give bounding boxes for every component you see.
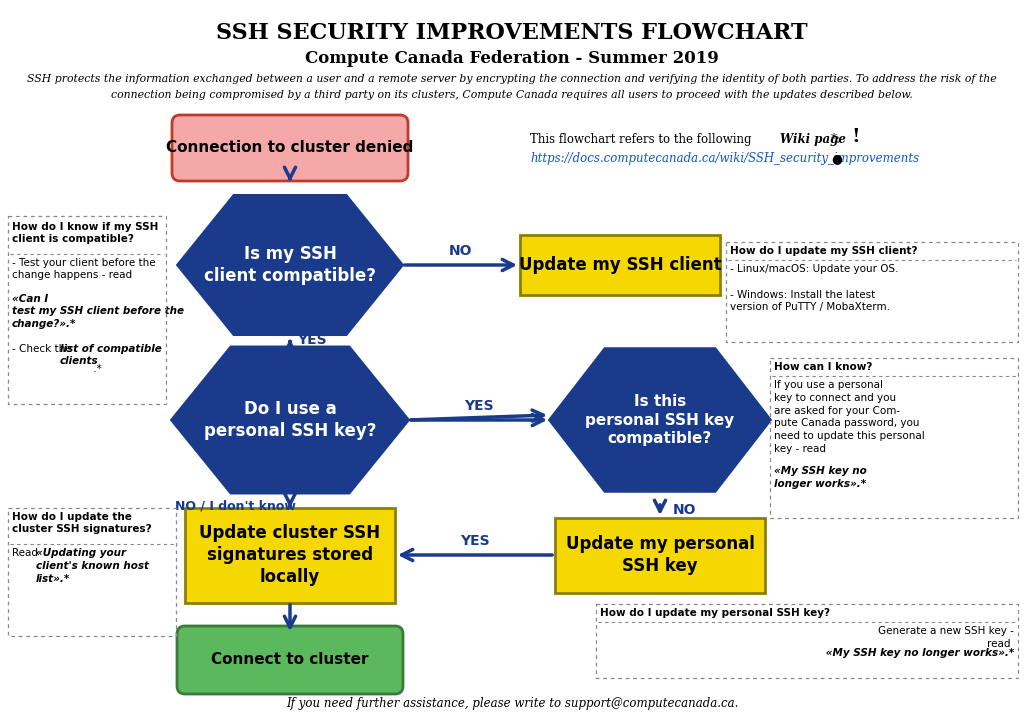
- Text: - Check the: - Check the: [12, 344, 75, 354]
- Text: YES: YES: [460, 534, 489, 548]
- Text: SSH SECURITY IMPROVEMENTS FLOWCHART: SSH SECURITY IMPROVEMENTS FLOWCHART: [216, 22, 808, 44]
- Bar: [8, 216, 166, 404]
- Text: «Can I
test my SSH client before the
change?».*: «Can I test my SSH client before the cha…: [12, 294, 184, 329]
- Text: How do I update my SSH client?: How do I update my SSH client?: [730, 246, 918, 256]
- Text: NO / I don't know: NO / I don't know: [174, 500, 296, 513]
- Bar: [770, 358, 1018, 518]
- Text: YES: YES: [297, 334, 327, 348]
- Text: Update my SSH client: Update my SSH client: [519, 256, 721, 274]
- Text: .*: .*: [12, 364, 101, 374]
- Polygon shape: [550, 349, 770, 491]
- Text: «Updating your
client's known host
list».*: «Updating your client's known host list»…: [36, 548, 150, 584]
- Text: Is my SSH
client compatible?: Is my SSH client compatible?: [204, 245, 376, 285]
- Text: SSH protects the information exchanged between a user and a remote server by enc: SSH protects the information exchanged b…: [28, 74, 996, 84]
- Text: Connect to cluster: Connect to cluster: [211, 652, 369, 668]
- Text: Read: Read: [12, 548, 41, 558]
- Text: How do I update my personal SSH key?: How do I update my personal SSH key?: [600, 608, 830, 618]
- Text: Connection to cluster denied: Connection to cluster denied: [166, 140, 414, 156]
- Bar: [596, 604, 1018, 678]
- Bar: [8, 508, 176, 636]
- Text: Compute Canada Federation - Summer 2019: Compute Canada Federation - Summer 2019: [305, 50, 719, 67]
- Text: Do I use a
personal SSH key?: Do I use a personal SSH key?: [204, 400, 376, 440]
- Text: https://docs.computecanada.ca/wiki/SSH_security_improvements: https://docs.computecanada.ca/wiki/SSH_s…: [530, 152, 920, 165]
- Bar: [726, 242, 1018, 342]
- Text: YES: YES: [464, 399, 494, 413]
- Polygon shape: [178, 195, 402, 334]
- Text: NO: NO: [450, 244, 473, 258]
- Text: Update my personal
SSH key: Update my personal SSH key: [565, 535, 755, 575]
- Text: - Linux/macOS: Update your OS.

- Windows: Install the latest
version of PuTTY /: - Linux/macOS: Update your OS. - Windows…: [730, 264, 898, 312]
- Text: «My SSH key no
longer works».*: «My SSH key no longer works».*: [774, 466, 866, 489]
- Text: This flowchart refers to the following: This flowchart refers to the following: [530, 133, 756, 146]
- Text: !: !: [852, 128, 860, 146]
- Text: «My SSH key no longer works».*: «My SSH key no longer works».*: [804, 648, 1014, 658]
- Text: If you use a personal
key to connect and you
are asked for your Com-
pute Canada: If you use a personal key to connect and…: [774, 380, 925, 454]
- FancyBboxPatch shape: [172, 115, 408, 181]
- Bar: [185, 508, 395, 602]
- Bar: [520, 235, 720, 295]
- Text: list of compatible
clients: list of compatible clients: [60, 344, 162, 366]
- Polygon shape: [172, 348, 408, 493]
- Text: Update cluster SSH
signatures stored
locally: Update cluster SSH signatures stored loc…: [200, 523, 381, 586]
- Bar: [555, 518, 765, 592]
- Text: *:: *:: [831, 133, 841, 146]
- Text: ●: ●: [828, 152, 843, 165]
- Text: NO: NO: [672, 503, 695, 517]
- Text: How do I update the
cluster SSH signatures?: How do I update the cluster SSH signatur…: [12, 512, 152, 534]
- Text: How can I know?: How can I know?: [774, 362, 872, 372]
- Text: Wiki page: Wiki page: [780, 133, 846, 146]
- FancyBboxPatch shape: [177, 626, 403, 694]
- Text: How do I know if my SSH
client is compatible?: How do I know if my SSH client is compat…: [12, 222, 159, 245]
- Text: If you need further assistance, please write to support@computecanada.ca.: If you need further assistance, please w…: [286, 697, 738, 710]
- Text: - Test your client before the
change happens - read: - Test your client before the change hap…: [12, 258, 156, 280]
- Text: Generate a new SSH key -
read: Generate a new SSH key - read: [879, 626, 1014, 649]
- Text: connection being compromised by a third party on its clusters, Compute Canada re: connection being compromised by a third …: [111, 90, 913, 100]
- Text: Is this
personal SSH key
compatible?: Is this personal SSH key compatible?: [586, 394, 734, 446]
